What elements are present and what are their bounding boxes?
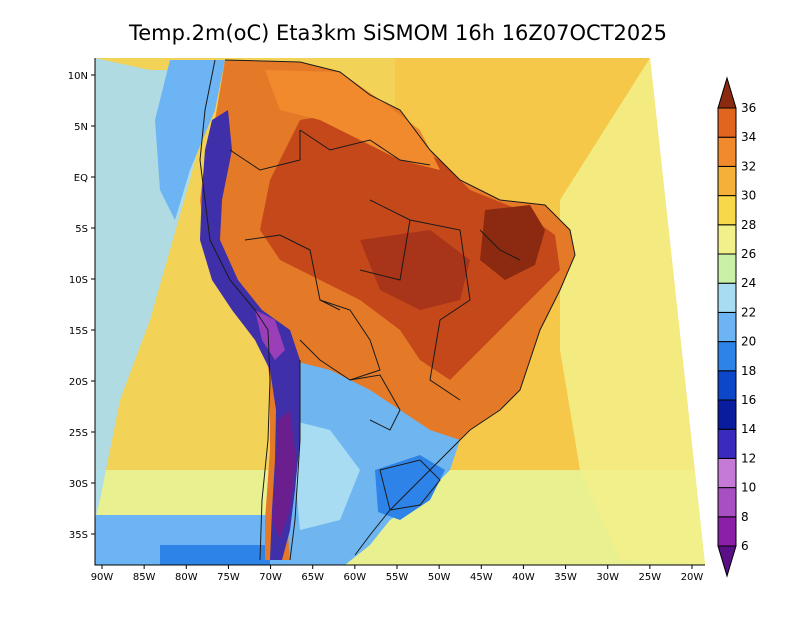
colorbar-swatch — [717, 370, 737, 401]
lat-tick-label: 10N — [68, 71, 88, 82]
lon-tick-label: 60W — [344, 572, 367, 583]
colorbar-label: 16 — [741, 393, 756, 407]
colorbar-label: 22 — [741, 305, 756, 319]
colorbar-label: 34 — [741, 130, 756, 144]
coastline — [224, 59, 576, 556]
border-paraguay — [349, 374, 401, 431]
lon-tick-label: 25W — [639, 572, 662, 583]
colorbar-max-arrow — [717, 76, 737, 109]
colorbar-swatch — [717, 311, 737, 343]
lon-tick-label: 50W — [428, 572, 451, 583]
lat-tick-label: 5N — [74, 122, 88, 133]
map-title: Temp.2m(oC) Eta3km SiSMOM 16h 16Z07OCT20… — [128, 21, 667, 45]
colorbar-label: 10 — [741, 481, 756, 495]
lon-tick-label: 65W — [301, 572, 324, 583]
lat-tick-label: 20S — [69, 377, 88, 388]
colorbar: 6 8 10 12 14 16 18 20 22 24 26 28 30 32 34 36 — [717, 76, 756, 578]
lat-axis: 10N 5N EQ 5S 10S 15S 20S 25S 30S 35S — [68, 71, 95, 541]
border-peru-brazil — [244, 234, 341, 311]
atlantic-east-gradient — [560, 58, 705, 565]
lon-tick-label: 55W — [386, 572, 409, 583]
colorbar-swatch — [717, 195, 737, 226]
colorbar-swatch — [717, 516, 737, 547]
colorbar-min-arrow — [717, 545, 737, 578]
lon-tick-label: 35W — [554, 572, 577, 583]
border-bolivia — [299, 299, 381, 381]
colorbar-label: 20 — [741, 335, 756, 349]
colorbar-swatch — [717, 165, 737, 197]
colorbar-label: 18 — [741, 364, 756, 378]
sw-deep-blue — [160, 545, 270, 565]
border-uruguay — [379, 459, 441, 511]
colorbar-swatch — [717, 107, 737, 138]
northeast-hottest — [480, 205, 545, 280]
colorbar-label: 24 — [741, 276, 756, 290]
colorbar-label: 28 — [741, 218, 756, 232]
colorbar-label: 14 — [741, 422, 756, 436]
lon-tick-label: 75W — [217, 572, 240, 583]
boundaries — [199, 59, 576, 561]
pacific-coast — [199, 59, 271, 561]
colorbar-swatch — [717, 253, 737, 284]
colorbar-swatch — [717, 399, 737, 430]
lat-tick-label: 30S — [69, 479, 88, 490]
colorbar-swatch — [717, 224, 737, 255]
colorbar-label: 12 — [741, 451, 756, 465]
colorbar-swatch — [717, 428, 737, 459]
lat-tick-label: 35S — [69, 530, 88, 541]
lon-tick-label: 30W — [596, 572, 619, 583]
lon-tick-label: 70W — [259, 572, 282, 583]
plot-area — [95, 58, 705, 565]
colorbar-label: 26 — [741, 247, 756, 261]
south-cool-inner — [375, 455, 445, 520]
colorbar-label: 32 — [741, 159, 756, 173]
lat-tick-label: 5S — [75, 224, 88, 235]
border-argentina — [289, 360, 301, 561]
colorbar-swatch — [717, 136, 737, 167]
colorbar-label: 30 — [741, 189, 756, 203]
south-teal — [290, 420, 360, 530]
colorbar-swatch — [717, 341, 737, 372]
lat-tick-label: EQ — [74, 173, 88, 184]
colorbar-swatch — [717, 457, 737, 489]
colorbar-label: 6 — [741, 539, 749, 553]
lon-tick-label: 20W — [681, 572, 704, 583]
border-colombia — [229, 130, 301, 171]
lon-tick-label: 90W — [91, 572, 114, 583]
colorbar-swatch — [717, 282, 737, 313]
lat-tick-label: 15S — [69, 326, 88, 337]
central-hot — [360, 230, 470, 310]
lon-tick-label: 85W — [133, 572, 156, 583]
lon-tick-label: 80W — [175, 572, 198, 583]
lon-axis: 90W 85W 80W 75W 70W 65W 60W 55W 50W 45W 40W 35W 30W 2… — [91, 565, 704, 583]
plot-frame — [94, 58, 705, 566]
lon-tick-label: 45W — [470, 572, 493, 583]
colorbar-label: 8 — [741, 510, 749, 524]
lon-tick-label: 40W — [512, 572, 535, 583]
lat-tick-label: 25S — [69, 428, 88, 439]
border-guianas — [299, 129, 431, 166]
border-brazil-states — [359, 199, 521, 401]
colorbar-swatch — [717, 487, 737, 518]
andes-magenta — [255, 310, 285, 360]
colorbar-label: 36 — [741, 101, 756, 115]
north-coast — [265, 70, 440, 170]
andes-coldest — [272, 410, 296, 540]
lat-tick-label: 10S — [69, 275, 88, 286]
